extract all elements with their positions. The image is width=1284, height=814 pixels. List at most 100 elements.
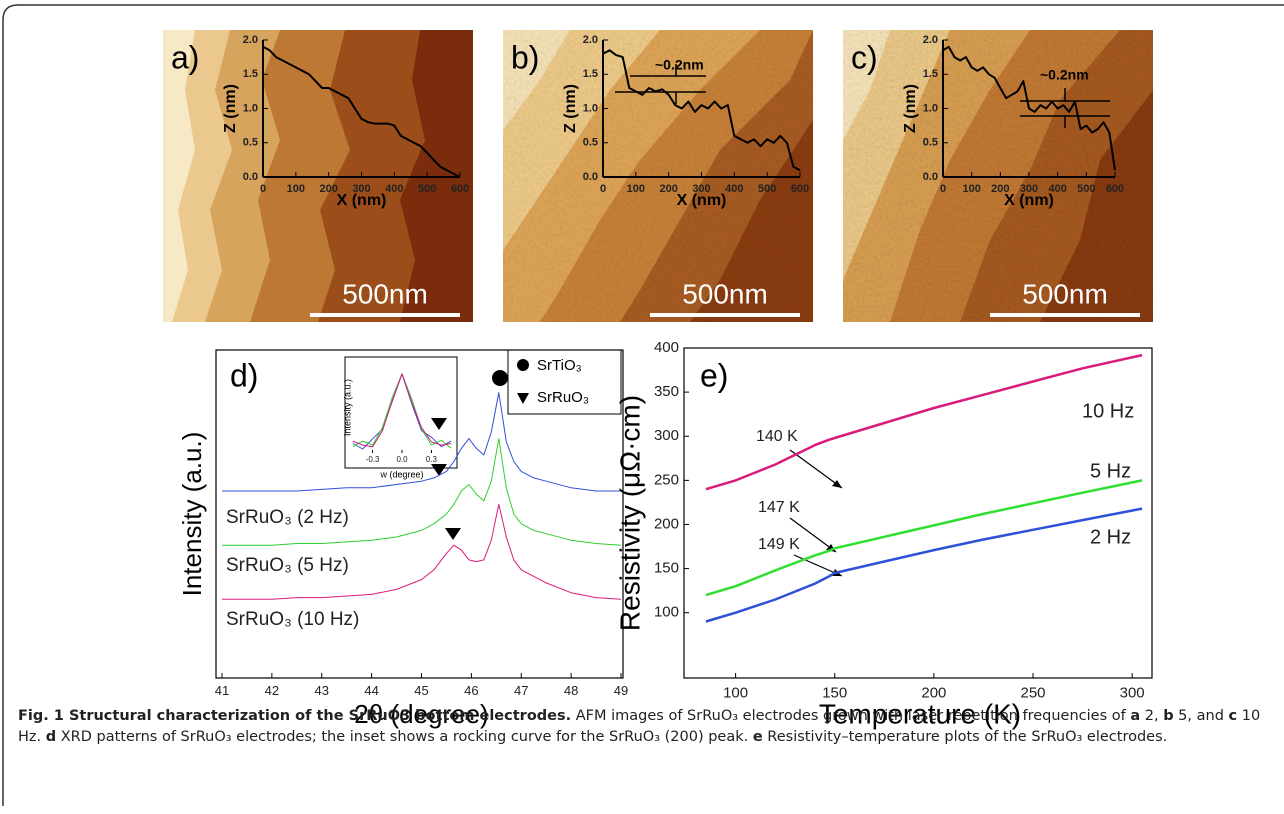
data-line [222,503,622,600]
y-tick-label: 0.5 [243,137,258,149]
annotation: ~0.2nm [1040,67,1089,83]
x-tick-label: 600 [791,183,809,195]
peak-marker [431,464,447,476]
y-tick-label: 1.0 [583,102,598,114]
plot-frame [683,347,1153,679]
x-tick-label: 41 [215,683,229,698]
x-tick-label: 200 [991,183,1009,195]
series-label: 2 Hz [1090,526,1131,548]
y-tick-label: 2.0 [243,34,258,46]
data-line [705,507,1143,623]
x-tick-label: 100 [723,684,748,701]
peak-marker [492,370,508,386]
scale-bar [310,313,460,317]
x-axis-label: X (nm) [1004,192,1054,209]
y-tick-label: 0.5 [923,137,938,149]
y-tick-label: 1.0 [923,102,938,114]
y-axis-label: Z (nm) [562,84,579,133]
peak-marker [431,418,447,430]
scale-bar-label: 500nm [1022,278,1108,309]
annotation: 149 K [758,536,800,553]
x-tick-label: 150 [822,684,847,701]
x-tick-label: 42 [265,683,279,698]
legend-symbol [517,393,529,404]
x-tick-label: 400 [1048,183,1066,195]
x-tick-label: 200 [659,183,677,195]
panel-label: b) [511,39,539,75]
data-line [222,438,622,546]
y-tick-label: 400 [654,339,679,356]
peak-marker [445,528,461,540]
arrow-head [826,480,842,576]
x-tick-label: 500 [758,183,776,195]
x-tick-label: 45 [414,683,428,698]
x-tick-label: 250 [1021,684,1046,701]
x-tick-label: 600 [1106,183,1124,195]
panel-label: e) [700,357,728,393]
y-tick-label: 2.0 [923,34,938,46]
legend-label: SrTiO₃ [537,357,582,374]
x-tick-label: 0 [260,183,266,195]
caption-text: c [1228,708,1238,724]
x-tick-label: 100 [287,183,305,195]
y-tick-label: 250 [654,471,679,488]
x-tick-label: 500 [418,183,436,195]
caption-text: b [1163,708,1174,724]
scale-bar [650,313,800,317]
caption-text: e [752,729,763,745]
x-tick-label: 44 [364,683,378,698]
caption: Fig. 1 Structural characterization of th… [18,706,1268,748]
y-tick-label: 1.5 [923,68,938,80]
y-tick-label: 1.0 [243,102,258,114]
data-line [705,479,1143,597]
caption-text: a [1130,708,1141,724]
x-tick-label: -0.3 [366,455,380,464]
caption-text: d [45,729,57,745]
step-marker [615,64,1110,128]
x-tick-label: 300 [1120,684,1145,701]
x-axis-label: Temperature (K) [819,698,1021,729]
y-tick-label: 0.0 [923,171,938,183]
caption-text: Resistivity–temperature plots of the SrR… [762,729,1168,745]
scale-bar-label: 500nm [682,278,768,309]
annotation: ~0.2nm [655,57,704,73]
y-tick-label: 100 [654,604,679,621]
series-label: SrRuO₃ (10 Hz) [226,609,359,630]
y-tick-label: 1.5 [583,68,598,80]
x-tick-label: 0.3 [426,455,438,464]
x-tick-label: 300 [352,183,370,195]
scale-bar [990,313,1140,317]
x-tick-label: 100 [627,183,645,195]
data-line [942,45,1116,171]
x-tick-label: 300 [692,183,710,195]
legend-label: SrRuO₃ [537,389,589,406]
y-axis-label: Resistivity (μΩ·cm) [614,395,645,631]
y-axis-label: Intensity (a.u.) [342,379,352,436]
annotation: 140 K [756,428,798,445]
x-tick-label: 100 [962,183,980,195]
data-line [705,353,1143,491]
x-axis-label: X (nm) [677,192,727,209]
y-tick-label: 1.5 [243,68,258,80]
legend-symbol [517,359,529,371]
inset-frame [344,356,458,469]
y-tick-label: 300 [654,427,679,444]
x-tick-label: 43 [315,683,329,698]
x-tick-label: 46 [464,683,478,698]
x-axis-label: X (nm) [337,192,387,209]
x-tick-label: 500 [1077,183,1095,195]
annotation: 147 K [758,499,800,516]
caption-text: 10 Hz. [18,708,1261,745]
series-label: SrRuO₃ (2 Hz) [226,507,349,528]
caption-text: XRD patterns of SrRuO₃ electrodes; the i… [56,729,753,745]
caption-text: AFM images of SrRuO₃ electrodes grown wi… [575,708,1131,724]
data-line [222,392,621,492]
x-axis-label: 2θ (degree) [354,699,488,729]
x-tick-label: 0.0 [396,455,408,464]
data-line [602,49,801,172]
x-tick-label: 0 [600,183,606,195]
y-tick-label: 0.5 [583,137,598,149]
x-tick-label: 48 [564,683,578,698]
